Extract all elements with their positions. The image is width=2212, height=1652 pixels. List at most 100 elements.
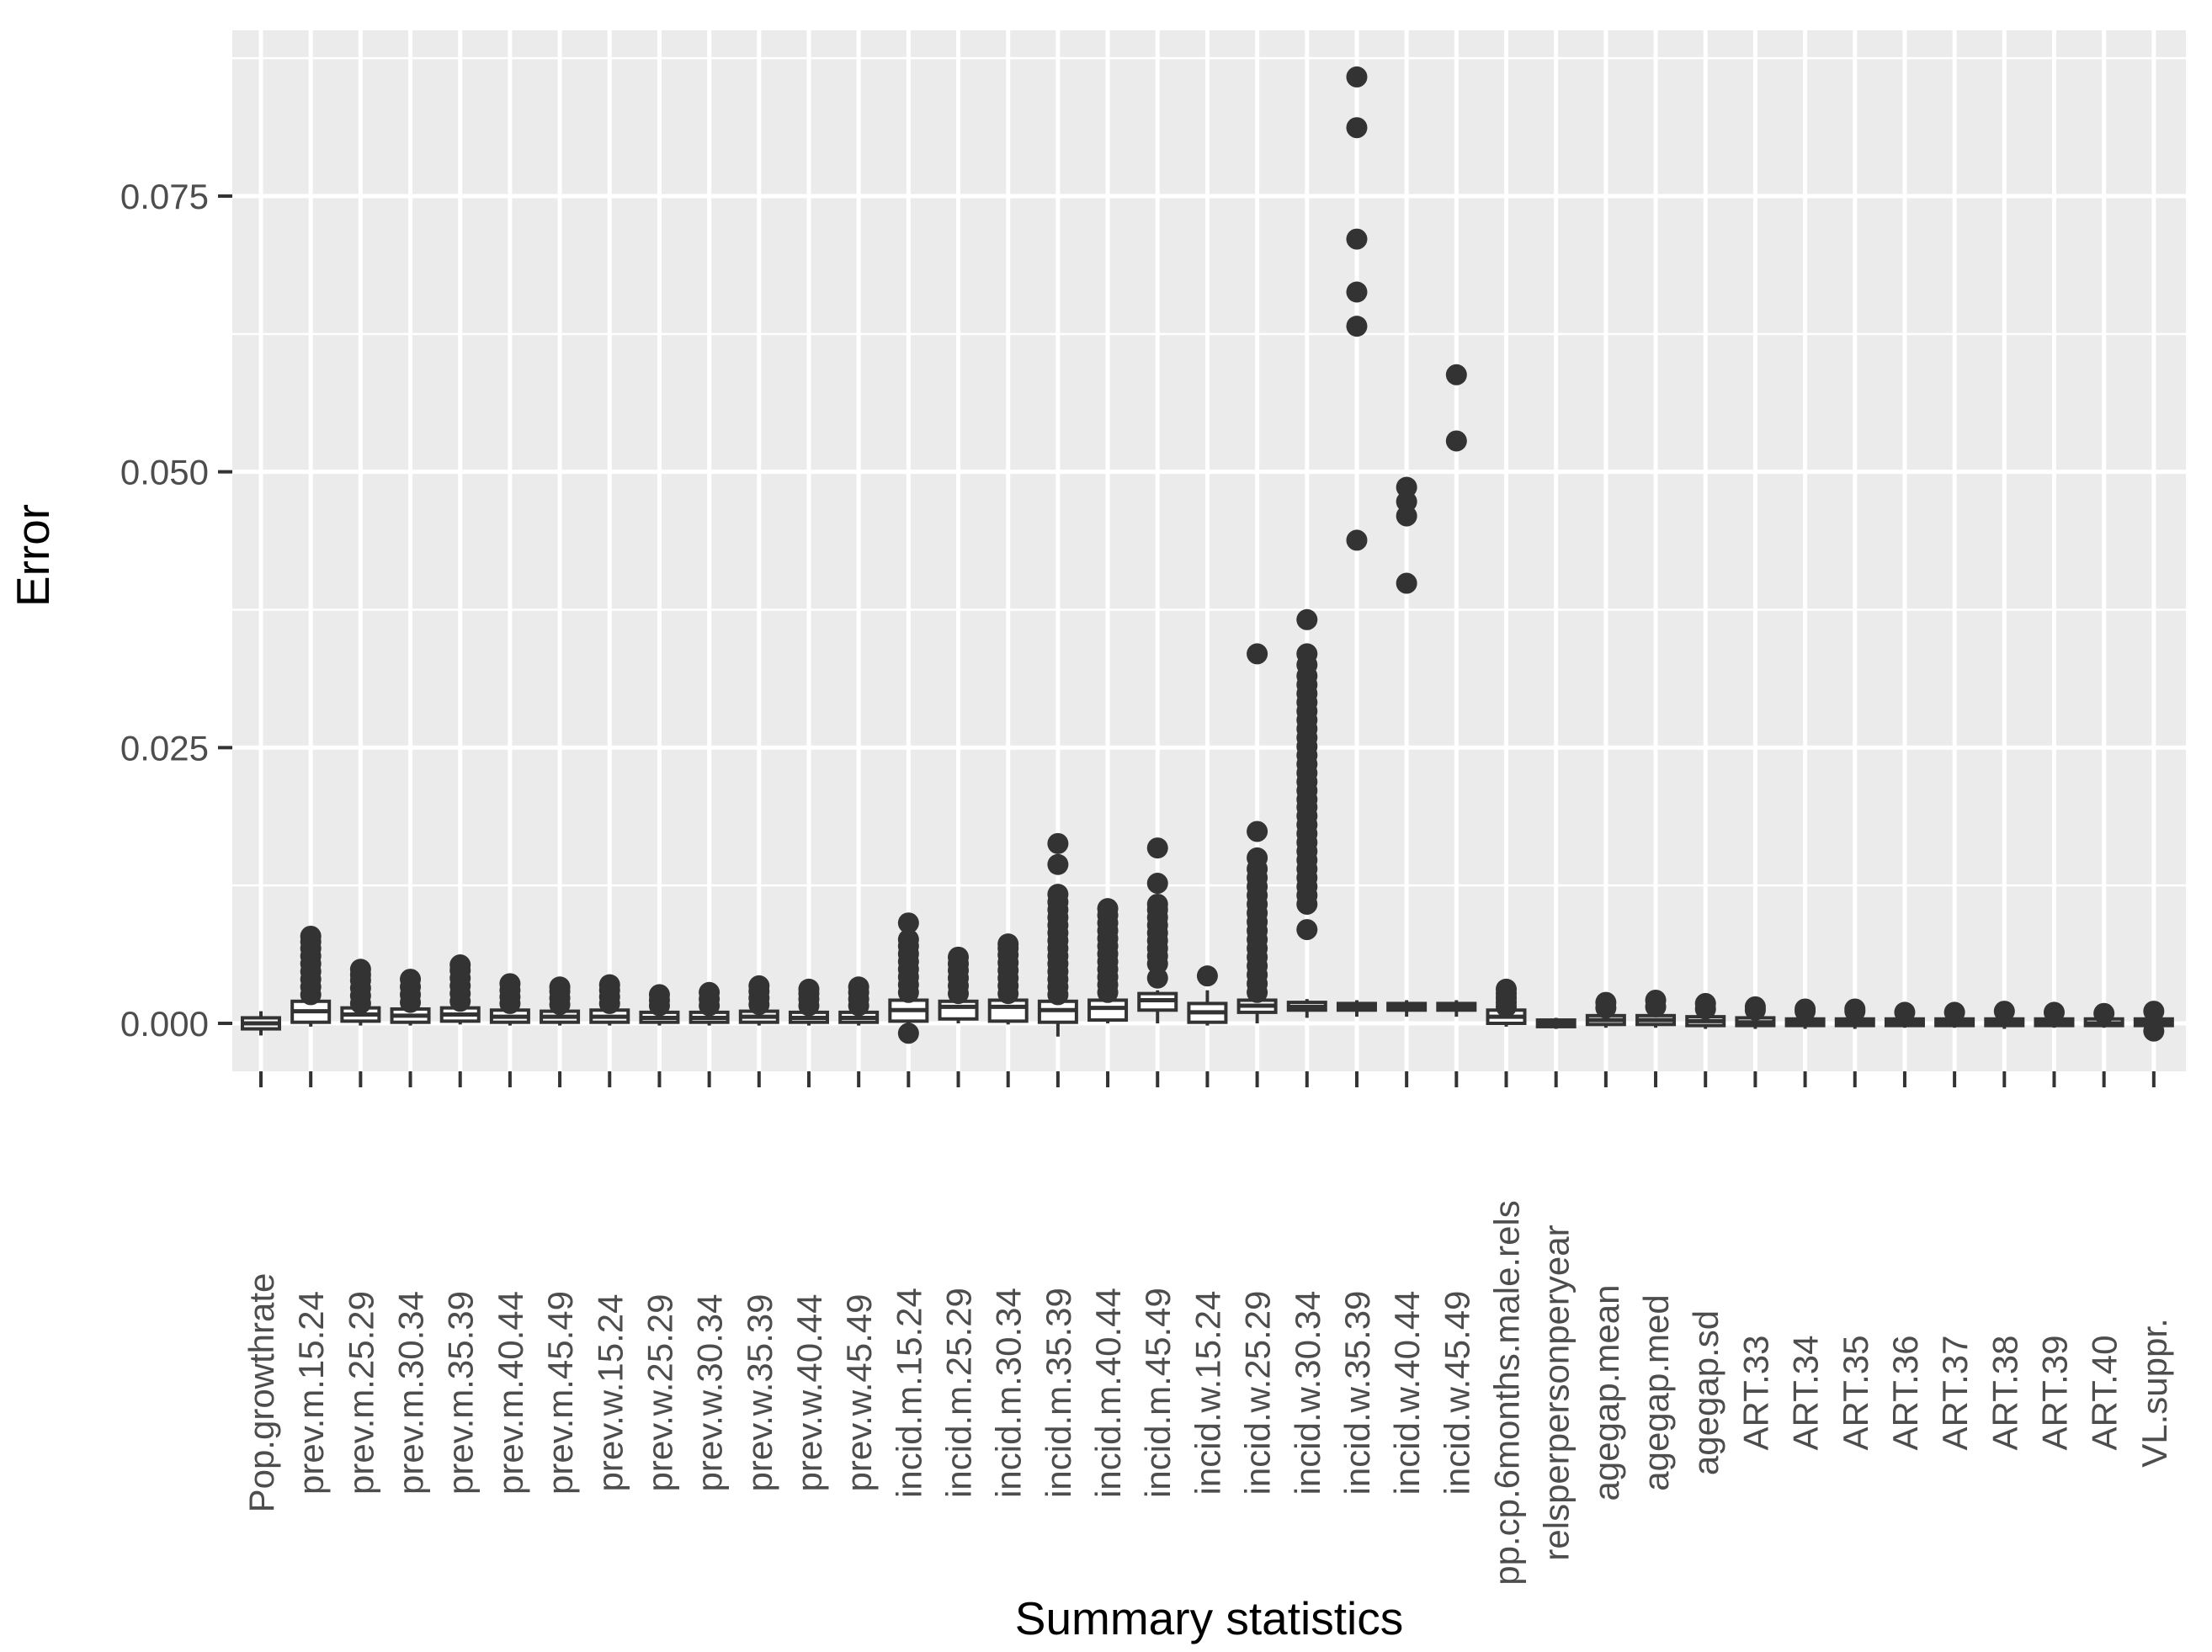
box-rect xyxy=(1087,998,1129,1023)
x-tick-label: prev.w.35.39 xyxy=(740,1293,779,1491)
boxplot-incid.w.45.49 xyxy=(1436,364,1477,1017)
x-tick-label: agegap.sd xyxy=(1686,1310,1725,1475)
boxplot-incid.m.45.49 xyxy=(1137,837,1178,1023)
outlier-point xyxy=(349,959,371,980)
outlier-point xyxy=(2043,1001,2065,1023)
boxplot-prev.w.15.24 xyxy=(589,974,630,1026)
boxplot-incid.m.25.29 xyxy=(938,946,979,1023)
x-tick-label: prev.m.45.49 xyxy=(540,1291,580,1495)
outlier-point xyxy=(1943,1001,1965,1023)
x-tick-label: prev.w.30.34 xyxy=(690,1293,730,1491)
outlier-point xyxy=(1247,643,1268,665)
outlier-point xyxy=(1196,965,1218,987)
outlier-point xyxy=(1694,992,1716,1014)
outlier-point xyxy=(598,974,620,996)
outlier-point xyxy=(1894,1001,1916,1023)
outlier-point xyxy=(1047,853,1069,875)
x-tick-label: ART.34 xyxy=(1786,1336,1826,1451)
boxplot-prev.w.40.44 xyxy=(788,978,829,1026)
x-tick-label: incid.m.15.24 xyxy=(889,1288,928,1498)
outlier-point xyxy=(1744,996,1766,1017)
outlier-point xyxy=(699,981,720,1003)
panel-layer xyxy=(232,30,2186,1071)
x-tick-label: prev.w.45.49 xyxy=(839,1293,879,1491)
outlier-point xyxy=(897,1023,919,1044)
boxplot-ART.33 xyxy=(1735,996,1776,1029)
x-tick-label: incid.w.30.34 xyxy=(1288,1291,1327,1495)
outlier-point xyxy=(897,928,919,950)
x-tick-label: incid.m.40.44 xyxy=(1088,1288,1128,1498)
boxplot-prev.w.45.49 xyxy=(838,976,880,1026)
boxplot-incid.w.35.39 xyxy=(1336,66,1377,1017)
boxplot-pp.cp.6months.male.rels xyxy=(1486,978,1527,1027)
boxplot-agegap.mean xyxy=(1585,991,1626,1028)
boxplot-ART.38 xyxy=(1984,1001,2025,1029)
y-axis-title: Error xyxy=(7,504,59,607)
x-tick-label: prev.w.25.29 xyxy=(640,1293,679,1491)
x-tick-label: ART.39 xyxy=(2034,1336,2074,1451)
outlier-point xyxy=(1146,893,1168,915)
outlier-point xyxy=(648,984,670,1006)
x-tick-label: VL.suppr. xyxy=(2135,1318,2174,1467)
outlier-point xyxy=(549,976,571,998)
outlier-point xyxy=(1346,316,1368,337)
outlier-point xyxy=(1795,998,1816,1020)
outlier-point xyxy=(1146,837,1168,859)
boxplot-VL.suppr. xyxy=(2133,1001,2174,1042)
x-tick-label: incid.w.15.24 xyxy=(1188,1291,1227,1495)
boxplot-agegap.sd xyxy=(1685,992,1726,1029)
boxplot-prev.w.30.34 xyxy=(689,981,730,1026)
x-axis-title: Summary statistics xyxy=(1015,1592,1403,1644)
boxplot-prev.m.45.49 xyxy=(540,976,581,1026)
outlier-point xyxy=(1346,281,1368,303)
boxplot-prev.w.25.29 xyxy=(639,984,680,1026)
boxplot-incid.w.40.44 xyxy=(1386,476,1428,1017)
axis-layer: 0.000 0.025 0.050 0.075 Pop.growthrate prev.m… xyxy=(120,177,2174,1586)
x-tick-label: incid.w.40.44 xyxy=(1387,1291,1427,1495)
y-tick-label: 0.050 xyxy=(120,453,209,492)
outlier-point xyxy=(1346,66,1368,88)
outlier-point xyxy=(499,973,521,995)
outlier-point xyxy=(1445,430,1467,452)
outlier-point xyxy=(948,946,970,968)
y-tick-label: 0.075 xyxy=(120,177,209,216)
outlier-point xyxy=(1346,529,1368,551)
boxplot-ART.34 xyxy=(1784,998,1826,1029)
outlier-point xyxy=(1844,998,1866,1020)
outlier-point xyxy=(1496,978,1517,1000)
outlier-point xyxy=(400,969,422,991)
x-tick-label: Pop.growthrate xyxy=(242,1273,281,1513)
x-tick-label: prev.m.40.44 xyxy=(491,1291,530,1495)
x-tick-label: incid.m.45.49 xyxy=(1138,1288,1178,1498)
boxplot-prev.m.35.39 xyxy=(439,954,481,1025)
boxplot-prev.m.25.29 xyxy=(340,959,381,1026)
x-tick-label: ART.38 xyxy=(1985,1336,2024,1451)
boxplot-prev.m.15.24 xyxy=(290,925,332,1027)
x-tick-label: incid.w.45.49 xyxy=(1437,1291,1476,1495)
boxplot-agegap.med xyxy=(1635,989,1677,1028)
outlier-point xyxy=(449,954,471,976)
x-tick-label: incid.w.35.39 xyxy=(1337,1291,1377,1495)
outlier-point xyxy=(1296,643,1318,665)
x-tick-label: incid.w.25.29 xyxy=(1238,1291,1278,1495)
outlier-point xyxy=(1146,873,1168,895)
outlier-point xyxy=(1445,364,1467,385)
outlier-point xyxy=(1296,919,1318,941)
outlier-point xyxy=(2143,1020,2165,1042)
y-tick-label: 0.025 xyxy=(120,728,209,768)
outlier-point xyxy=(748,975,770,996)
outlier-point xyxy=(1595,991,1617,1013)
boxplot-incid.w.30.34 xyxy=(1286,608,1327,1018)
x-tick-label: prev.m.35.39 xyxy=(441,1291,481,1495)
boxplot-Pop.growthrate xyxy=(241,1011,281,1036)
outlier-point xyxy=(997,933,1019,955)
x-tick-label: prev.w.40.44 xyxy=(790,1293,829,1491)
outlier-point xyxy=(1097,898,1119,920)
x-tick-label: prev.m.15.24 xyxy=(291,1291,331,1495)
x-tick-label: ART.40 xyxy=(2085,1336,2124,1451)
boxplot-ART.36 xyxy=(1884,1001,1925,1028)
x-tick-label: incid.m.35.39 xyxy=(1039,1288,1078,1498)
y-tick-label: 0.000 xyxy=(120,1004,209,1044)
x-tick-label: incid.m.30.34 xyxy=(989,1288,1029,1498)
